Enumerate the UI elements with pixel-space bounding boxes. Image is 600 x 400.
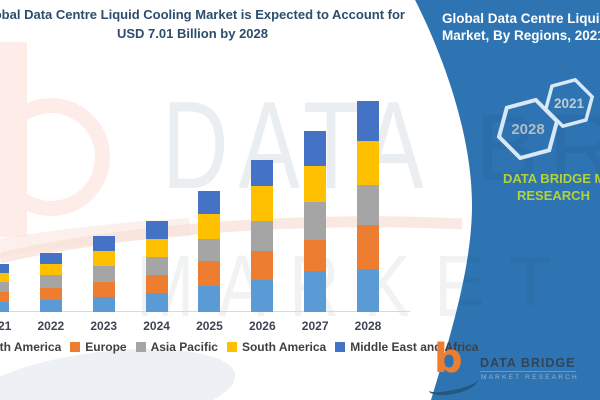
bar-segment xyxy=(0,301,9,312)
brand-text-line2: RESEARCH xyxy=(517,188,590,203)
chart-title-line2: USD 7.01 Billion by 2028 xyxy=(116,26,268,41)
bar-segment xyxy=(251,186,274,222)
bar-segment xyxy=(304,202,327,241)
bar-segment xyxy=(145,220,168,239)
bar-segment xyxy=(145,256,168,275)
tick-label-2022: 2022 xyxy=(37,319,65,333)
bar-segment xyxy=(251,280,274,312)
legend-marker-icon xyxy=(70,342,81,352)
bar-segment xyxy=(92,235,115,251)
banner-title: Global Data Centre Liquid Cooling Market… xyxy=(442,10,600,44)
bar-segment xyxy=(357,141,380,186)
bar-segment xyxy=(39,252,62,265)
bar-segment xyxy=(198,191,221,215)
stacked-bar-2028 xyxy=(357,101,380,312)
stacked-bar-2026 xyxy=(251,160,274,312)
bar-segment xyxy=(304,131,327,167)
legend-marker-icon xyxy=(135,342,146,352)
bar-segment xyxy=(198,214,221,240)
bar-segment xyxy=(357,269,380,312)
bar-segment xyxy=(145,238,168,257)
stacked-bar-2025 xyxy=(198,191,221,312)
chart-title-line1: Global Data Centre Liquid Cooling Market… xyxy=(0,7,405,22)
stacked-bar-2027 xyxy=(304,131,327,312)
tick-label-2025: 2025 xyxy=(196,319,223,333)
bar-segment xyxy=(39,275,62,288)
legend: North America Europe Asia Pacific South Ame… xyxy=(0,340,478,354)
tick-label-2026: 2026 xyxy=(248,319,276,333)
bar-segment xyxy=(304,166,327,203)
tick-label-2024: 2024 xyxy=(143,319,170,333)
bar-segment xyxy=(92,281,115,297)
stacked-bar-2022 xyxy=(39,252,62,312)
legend-label: Europe xyxy=(85,340,127,354)
bar-segment xyxy=(92,296,115,312)
tick-label-2023: 2023 xyxy=(90,319,118,333)
bar-segment xyxy=(304,240,327,272)
logo-text-primary: DATA BRIDGE xyxy=(480,356,576,372)
legend-label: Asia Pacific xyxy=(150,340,218,354)
bar-segment xyxy=(357,101,380,142)
bar-segment xyxy=(251,221,274,252)
bar-segment xyxy=(251,251,274,281)
bar-segment xyxy=(251,160,274,187)
bar-segment xyxy=(145,293,168,312)
tick-label-2021: 2021 xyxy=(0,319,12,333)
legend-label: North America xyxy=(0,340,62,354)
logo-text-secondary: MARKET RESEARCH xyxy=(481,374,579,381)
legend-item: North America xyxy=(0,340,61,354)
bar-segment xyxy=(357,225,380,269)
bar-segment xyxy=(0,291,9,302)
hexagon-year-right: 2021 xyxy=(554,96,585,111)
bar-segment xyxy=(357,185,380,226)
bar-segment xyxy=(304,271,327,312)
bar-segment xyxy=(92,250,115,266)
tick-label-2028: 2028 xyxy=(354,319,382,333)
bar-segment xyxy=(0,263,9,273)
hexagon-year-left: 2028 xyxy=(511,121,544,138)
logo-b-icon: b xyxy=(434,336,463,382)
tick-label-2027: 2027 xyxy=(301,319,329,333)
year-hexagons: 2028 2021 xyxy=(496,77,595,161)
stacked-bar-2021 xyxy=(0,263,9,312)
banner-title-line2: Market, By Regions, 2021 to 2028 xyxy=(442,28,600,43)
legend-item: Europe xyxy=(70,340,127,354)
brand-text-line1: DATA BRIDGE MARKET xyxy=(503,171,600,186)
bar-segment xyxy=(198,261,221,287)
legend-item: South America xyxy=(226,340,327,354)
bar-segment xyxy=(198,286,221,312)
banner-title-line1: Global Data Centre Liquid Cooling xyxy=(442,11,600,26)
legend-item: Asia Pacific xyxy=(135,340,218,354)
bar-segment xyxy=(39,300,62,312)
chart-title: Global Data Centre Liquid Cooling Market… xyxy=(0,5,415,43)
legend-marker-icon xyxy=(226,342,237,352)
bar-segment xyxy=(0,272,9,283)
legend-label: South America xyxy=(241,340,327,354)
bar-segment xyxy=(39,288,62,300)
legend-marker-icon xyxy=(335,342,346,352)
bar-segment xyxy=(39,264,62,276)
bar-segment xyxy=(92,265,115,282)
databridge-logo: b DATA BRIDGE MARKET RESEARCH xyxy=(426,336,598,400)
bar-segment xyxy=(198,239,221,262)
stacked-bar-2024 xyxy=(145,220,168,312)
bar-segment xyxy=(0,282,9,292)
bar-segment xyxy=(145,274,168,293)
stacked-bar-2023 xyxy=(92,235,115,312)
